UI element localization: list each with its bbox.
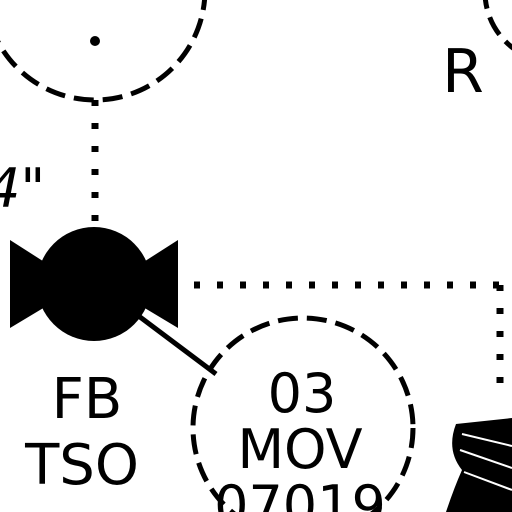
circle-center-dot bbox=[90, 36, 100, 46]
leader-line bbox=[134, 312, 218, 376]
instrument-circle-top-left bbox=[0, 0, 208, 103]
motor-operated-valve-icon bbox=[10, 227, 178, 341]
circle-top-right-label: R bbox=[442, 37, 484, 107]
instrument-bubble-line1: 03 bbox=[268, 362, 337, 425]
actuator-icon bbox=[446, 418, 512, 512]
instrument-bubble bbox=[190, 315, 416, 512]
pipe-size-label: 4" bbox=[0, 157, 45, 220]
valve-tag-line1: FB bbox=[52, 367, 123, 432]
valve-tag-line2: TSO bbox=[24, 433, 139, 498]
instrument-circle-top-right bbox=[482, 0, 512, 51]
instrument-bubble-line3: 07019 bbox=[214, 474, 386, 512]
instrument-bubble-line2: MOV bbox=[237, 418, 362, 481]
